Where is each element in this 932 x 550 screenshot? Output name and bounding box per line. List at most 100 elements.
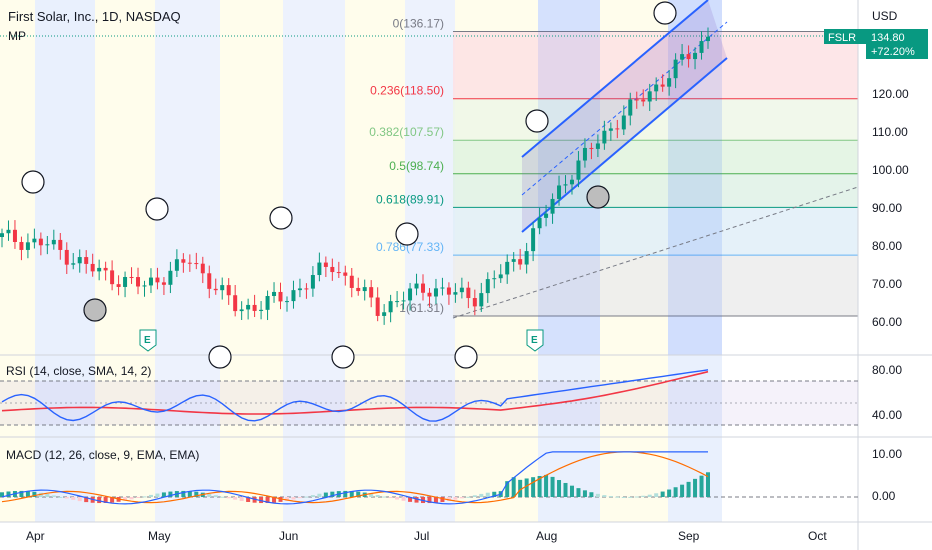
fib-zone [453,173,858,208]
candle-body [686,54,691,60]
macd-title[interactable]: MACD (12, 26, close, 9, EMA, EMA) [6,448,199,462]
macd-histogram-bar [531,477,536,497]
macd-histogram-bar [576,488,581,497]
candle-body [0,233,4,238]
candle-body [246,304,251,310]
candle-body [226,285,231,296]
cycle-circle [83,298,107,322]
macd-histogram-bar [511,477,516,497]
candle-body [395,301,400,303]
fib-level-label: 1(61.31) [399,301,444,315]
macd-histogram-bar [297,497,302,499]
macd-histogram-bar [142,496,147,498]
macd-histogram-bar [634,496,639,498]
y-tick-label: 70.00 [872,277,902,291]
macd-histogram-bar [453,497,458,500]
fib-zone [453,140,858,174]
y-tick-label: 60.00 [872,315,902,329]
macd-histogram-bar [608,496,613,498]
cycle-circle [454,345,478,369]
macd-histogram-bar [233,497,238,500]
macd-histogram-bar [582,490,587,497]
candle-body [557,185,562,199]
macd-histogram-bar [187,491,192,497]
candle-body [148,277,153,286]
macd-histogram-bar [414,497,419,503]
macd-histogram-bar [485,492,490,497]
candle-body [19,241,24,250]
macd-histogram-bar [401,497,406,501]
macd-histogram-bar [699,475,704,497]
rsi-tick-label: 40.00 [872,408,902,422]
candle-body [291,290,296,302]
macd-histogram-bar [446,497,451,501]
rsi-ma-line [1,370,709,415]
symbol-text: FSLR [828,32,856,44]
macd-histogram-bar [693,478,698,497]
candle-body [427,292,432,297]
candle-body [628,99,633,116]
macd-histogram-bar [518,479,523,497]
macd-histogram-bar [589,492,594,497]
price-axis[interactable]: 120.00 110.00 100.00 90.00 80.00 70.00 6… [872,87,909,503]
cycle-circle [395,222,419,246]
macd-histogram-bar [259,497,264,504]
macd-histogram-bar [647,494,652,497]
candle-body [414,283,419,289]
earnings-marker-may[interactable]: E [139,329,157,352]
macd-histogram-bar [304,496,309,498]
earnings-marker-jul[interactable]: E [526,329,544,352]
cycle-circle [653,1,677,25]
macd-histogram-bar [323,492,328,497]
candle-body [32,238,37,243]
macd-histogram-bar [32,491,37,497]
time-axis[interactable]: Apr May Jun Jul Aug Sep Oct [26,529,827,543]
candle-body [589,147,594,149]
candle-body [388,301,393,313]
candle-body [58,239,63,250]
candle-body [343,272,348,276]
candle-body [136,277,141,287]
macd-histogram-bar [388,497,393,499]
x-tick-label: Jun [279,529,298,543]
macd-histogram-bar [330,491,335,497]
candle-body [25,242,30,250]
cycle-circle [269,206,293,230]
macd-histogram-bar [136,497,141,498]
indicator-label[interactable]: MP [8,29,26,43]
candle-body [97,267,102,272]
candle-body [673,59,678,79]
time-band [283,0,345,522]
macd-histogram-bar [148,494,153,497]
macd-histogram-bar [123,497,128,501]
macd-histogram-bar [252,497,257,503]
macd-histogram-bar [58,496,63,498]
candle-body [453,292,458,295]
macd-histogram-bar [472,495,477,497]
macd-histogram-bar [265,497,270,504]
candle-body [356,287,361,292]
macd-histogram-bar [6,491,11,497]
candle-body [330,266,335,273]
macd-histogram-bar [278,497,283,502]
candle-body [297,288,302,291]
macd-histogram-bar [395,497,400,500]
macd-histogram-bar [557,480,562,497]
candle-body [433,288,438,297]
macd-histogram-bar [349,491,354,497]
macd-histogram-bar [569,485,574,497]
candle-body [485,279,490,294]
candle-body [12,229,17,242]
candle-body [336,272,341,274]
candle-body [168,270,173,285]
rsi-pane [0,369,858,426]
macd-histogram-bar [97,497,102,504]
rsi-title[interactable]: RSI (14, close, SMA, 14, 2) [6,364,151,378]
macd-histogram-bar [615,496,620,498]
macd-tick-label: 10.00 [872,447,902,461]
candle-body [239,309,244,312]
macd-histogram-bar [77,497,82,502]
macd-histogram-bar [168,491,173,497]
cycle-circle [21,170,45,194]
